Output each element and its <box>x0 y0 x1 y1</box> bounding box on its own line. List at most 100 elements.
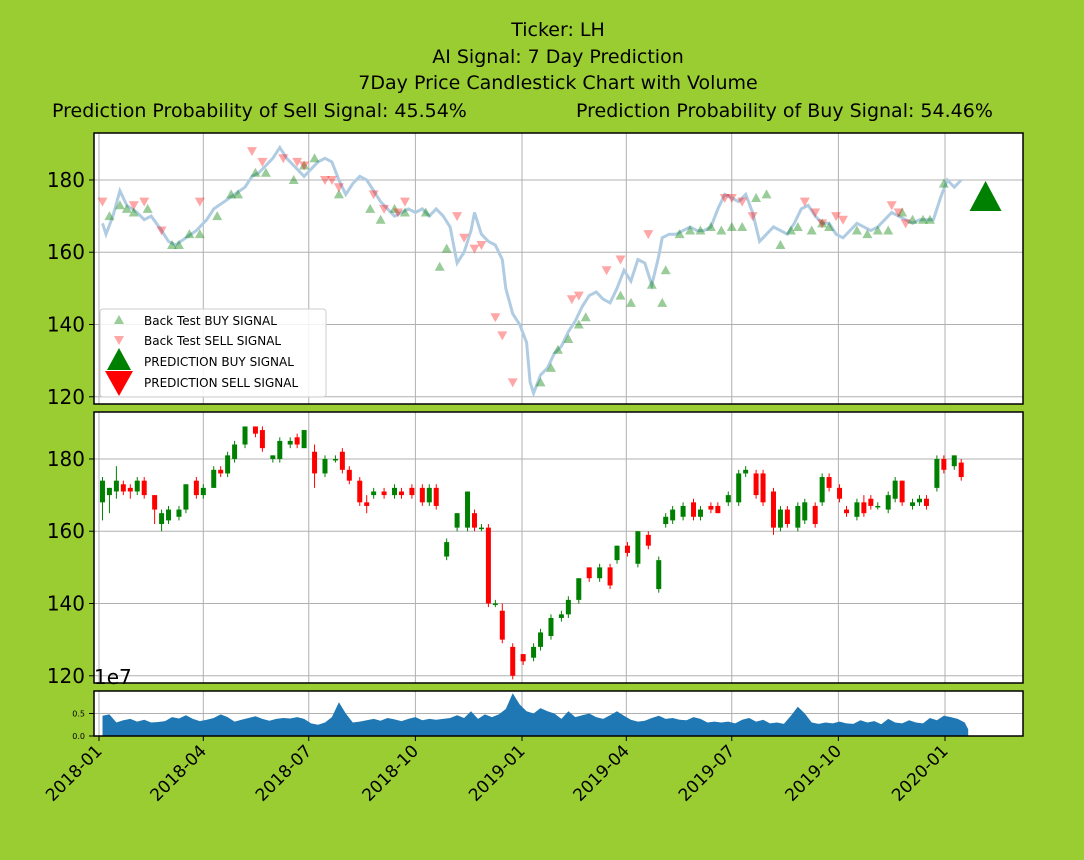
backtest-sell-marker-4 <box>194 197 205 207</box>
backtest-sell-marker-37 <box>838 215 849 225</box>
x-tick-label-2018-01: 2018-01 <box>42 741 106 805</box>
legend-backtest-buy-icon <box>114 315 124 324</box>
backtest-buy-marker-21 <box>399 207 410 217</box>
candle-body-91 <box>885 495 891 510</box>
legend-backtest-buy-label: Back Test BUY SIGNAL <box>144 314 277 328</box>
candle-body-57 <box>586 567 592 579</box>
backtest-sell-marker-14 <box>379 204 390 214</box>
backtest-buy-marker-1 <box>114 200 125 210</box>
candle-body-46 <box>485 527 491 604</box>
candle-body-72 <box>725 495 731 503</box>
backtest-buy-marker-11 <box>233 189 244 199</box>
x-tick-label-2019-07: 2019-07 <box>675 741 739 805</box>
backtest-buy-marker-27 <box>552 344 563 354</box>
candle-body-23 <box>287 440 293 445</box>
candle-y-ticks: 120 140 160 180 <box>47 447 94 688</box>
backtest-buy-marker-13 <box>260 167 271 177</box>
x-tick-label-2018-07: 2018-07 <box>252 741 316 805</box>
candle-body-79 <box>784 509 790 525</box>
candle-body-42 <box>454 513 460 528</box>
backtest-buy-marker-35 <box>660 265 671 275</box>
backtest-buy-marker-2 <box>121 203 132 213</box>
backtest-sell-marker-35 <box>817 219 828 229</box>
candles <box>99 426 964 680</box>
backtest-sell-marker-26 <box>601 266 612 276</box>
backtest-sell-marker-20 <box>476 241 487 251</box>
backtest-sell-marker-11 <box>326 175 337 185</box>
backtest-buy-marker-34 <box>657 297 668 307</box>
candle-body-51 <box>531 646 537 658</box>
y-tick-label-160: 160 <box>47 240 85 264</box>
candle-body-69 <box>697 509 703 517</box>
backtest-sell-marker-12 <box>333 183 344 193</box>
candle-body-61 <box>624 545 630 553</box>
candle-body-84 <box>826 477 832 488</box>
backtest-sell-marker-38 <box>886 201 897 211</box>
backtest-buy-marker-5 <box>167 240 178 250</box>
backtest-buy-marker-15 <box>299 160 310 170</box>
backtest-sell-marker-0 <box>97 197 108 207</box>
y-tick-label-140: 140 <box>47 313 85 337</box>
backtest-buy-marker-51 <box>851 225 862 235</box>
candle-body-63 <box>645 534 651 546</box>
candle-body-67 <box>680 505 686 517</box>
sell-probability-label: Prediction Probability of Sell Signal: 4… <box>52 100 467 122</box>
candle-body-32 <box>364 502 370 506</box>
backtest-sell-marker-34 <box>810 208 821 218</box>
candle-body-2 <box>113 480 119 492</box>
candle-body-40 <box>433 487 439 506</box>
candle-body-54 <box>558 614 564 618</box>
backtest-buy-marker-14 <box>288 174 299 184</box>
backtest-buy-marker-57 <box>917 214 928 224</box>
backtest-buy-marker-53 <box>872 225 883 235</box>
candle-body-56 <box>576 578 582 600</box>
candle-body-29 <box>339 451 345 470</box>
backtest-sell-marker-17 <box>452 212 463 222</box>
backtest-sell-marker-15 <box>392 208 403 218</box>
chart-title-description: 7Day Price Candlestick Chart with Volume <box>358 72 757 94</box>
candle-body-48 <box>499 610 505 640</box>
backtest-sell-marker-25 <box>573 291 584 301</box>
y-tick-label-0.0: 0.0 <box>72 732 85 741</box>
backtest-buy-marker-36 <box>674 229 685 239</box>
candle-body-36 <box>398 491 404 496</box>
x-tick-label-2018-04: 2018-04 <box>146 741 210 805</box>
price-line <box>101 144 963 398</box>
candle-body-64 <box>656 560 662 590</box>
backtest-buy-marker-45 <box>775 240 786 250</box>
backtest-buy-marker-24 <box>441 243 452 253</box>
y-tick-label-180: 180 <box>47 168 85 192</box>
backtest-buy-marker-31 <box>615 290 626 300</box>
backtest-buy-marker-47 <box>792 221 803 231</box>
legend-prediction-buy-icon <box>107 348 131 370</box>
backtest-buy-marker-19 <box>375 214 386 224</box>
candle-body-43 <box>465 491 471 528</box>
x-tick-label-2019-01: 2019-01 <box>465 741 529 805</box>
backtest-sell-marker-10 <box>319 175 330 185</box>
volume-y-ticks: 0.0 0.5 <box>72 710 94 741</box>
backtest-buy-marker-0 <box>104 211 115 221</box>
backtest-buy-marker-9 <box>212 211 223 221</box>
backtest-buy-marker-30 <box>580 312 591 322</box>
backtest-buy-marker-58 <box>924 214 935 224</box>
x-tick-label-2019-04: 2019-04 <box>569 741 633 805</box>
backtest-buy-marker-25 <box>535 377 546 387</box>
backtest-buy-marker-22 <box>420 207 431 217</box>
candle-body-1 <box>106 487 112 496</box>
candle-body-87 <box>854 502 860 517</box>
candle-body-14 <box>211 469 217 488</box>
backtest-sell-marker-3 <box>156 226 167 236</box>
backtest-buy-marker-12 <box>250 167 261 177</box>
candle-body-66 <box>670 509 676 521</box>
backtest-buy-marker-56 <box>907 214 918 224</box>
legend-box <box>99 308 327 398</box>
backtest-buy-marker-49 <box>817 218 828 228</box>
legend-prediction-buy-label: PREDICTION BUY SIGNAL <box>144 355 294 369</box>
backtest-sell-marker-23 <box>507 378 518 388</box>
price-signal-panel: 120 140 160 180 Back Test BUY SIGNAL Back T… <box>47 132 1024 409</box>
candle-body-44 <box>471 513 477 528</box>
backtest-buy-marker-40 <box>716 225 727 235</box>
backtest-sell-marker-18 <box>459 233 470 243</box>
candle-body-8 <box>159 513 165 525</box>
